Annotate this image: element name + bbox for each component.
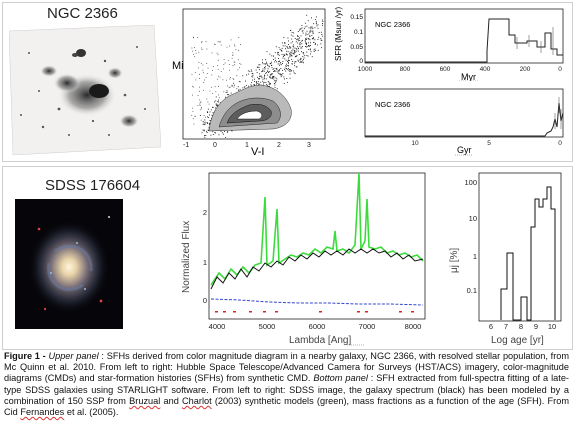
hist-xtick: 7: [504, 322, 508, 331]
cmd-xtick: 1: [245, 142, 249, 149]
spectrum-ytick: 2: [203, 208, 207, 217]
mass-fraction-histogram: μj [%] 100 10 1 0.1 6 7 8 9 10 Log age […: [449, 172, 562, 346]
spectrum-xtick: 4000: [209, 322, 226, 331]
hist-ytick: 0.1: [467, 286, 477, 295]
caption-figure-label: Figure 1 -: [4, 351, 49, 361]
sfh-old-xtick: 10: [411, 140, 419, 147]
hist-xtick: 9: [534, 322, 538, 331]
sfh-old-xtick: 5: [487, 140, 491, 147]
caption-ref-bruzual: Bruzual: [129, 395, 161, 406]
ngc2366-title: NGC 2366: [47, 5, 118, 22]
spectrum-xtick: 7000: [359, 322, 376, 331]
sfh-recent-plot: NGC 2366 SFR (Msun /yr) 0.15 0.1 0.05 0 …: [334, 6, 564, 81]
sfh-recent-xtick: 1000: [358, 66, 373, 73]
caption-text: et al. (2005).: [64, 407, 119, 418]
hist-xtick: 8: [519, 322, 523, 331]
sfh-old-inner-label: NGC 2366: [375, 100, 410, 109]
model-spectrum-green: [210, 172, 424, 286]
spectrum-plot: Normalized Flux 2 1 0 4000 5000 6000 700…: [181, 172, 426, 346]
spectrum-xtick: 6000: [309, 322, 326, 331]
figure-caption: Figure 1 - Upper panel : SFHs derived fr…: [4, 351, 569, 418]
sfh-ytick: 0.15: [350, 14, 363, 21]
hist-steps: [500, 186, 556, 321]
caption-ref-fernandes: Fernandes: [20, 407, 65, 418]
observed-spectrum-black: [210, 248, 424, 290]
spectrum-xtick: 8000: [405, 322, 422, 331]
spectrum-ytick: 0: [203, 296, 207, 305]
sdss-galaxy-image: [15, 199, 123, 329]
caption-ref-charlot: Charlot: [182, 395, 212, 406]
cmd-xtick: 3: [307, 142, 311, 149]
lower-figure-panel: SDSS 176604 Normalized Flux 2: [2, 166, 573, 350]
sfh-old-xtick: 0: [558, 140, 562, 147]
cmd-x-label: V-I: [251, 146, 264, 157]
caption-text: (2003) synthetic models (green), mass fr…: [4, 395, 569, 418]
hist-y-label: μj [%]: [449, 248, 460, 273]
sfh-recent-xtick: 0: [558, 66, 562, 73]
sfh-recent-inner-label: NGC 2366: [375, 20, 410, 29]
hist-xtick: 6: [489, 322, 493, 331]
sdss-title: SDSS 176604: [45, 177, 141, 194]
sfh-ytick: 0.05: [350, 44, 363, 51]
residual-line: [210, 298, 424, 306]
sfh-recent-xtick: 800: [400, 66, 411, 73]
color-magnitude-diagram: Mi V-I -1 0 1 2 3: [172, 8, 326, 157]
caption-text: : SFHs derived from color magnitude diag…: [4, 351, 570, 384]
caption-bottom-panel-tag: Bottom panel: [313, 373, 368, 384]
cmd-xtick: 0: [213, 142, 217, 149]
sfh-old-plot: NGC 2366 10 5 0 Gyr: [364, 88, 564, 156]
spectrum-ytick: 1: [203, 258, 207, 267]
upper-figure-panel: NGC 2366 Mi: [2, 2, 573, 162]
caption-text: and: [160, 395, 183, 406]
cmd-xtick: -1: [183, 142, 189, 149]
sfh-old-x-label: Gyr: [457, 145, 472, 155]
cmd-xtick: 2: [277, 142, 281, 149]
masked-points: [215, 311, 414, 313]
spectrum-x-label: Lambda [Ang]: [289, 335, 351, 346]
sfh-y-label: SFR (Msun /yr): [334, 6, 343, 61]
spectrum-xtick: 5000: [259, 322, 276, 331]
hist-ytick: 100: [464, 178, 477, 187]
ngc2366-hst-image: [9, 25, 161, 155]
sfh-ytick: 0.1: [354, 29, 363, 36]
hist-x-label: Log age [yr]: [491, 335, 544, 346]
sfh-recent-x-label: Myr: [461, 72, 476, 81]
hist-xtick: 10: [548, 322, 556, 331]
sfh-recent-xtick: 200: [520, 66, 531, 73]
hist-ytick: 1: [473, 252, 477, 261]
spectrum-y-label: Normalized Flux: [181, 221, 192, 293]
caption-text: : SFH extracted from full-spectra fittin…: [4, 373, 569, 406]
sfh-recent-xtick: 600: [440, 66, 451, 73]
hist-ytick: 10: [469, 214, 477, 223]
sfh-ytick: 0: [359, 58, 363, 65]
cmd-y-label: Mi: [172, 60, 184, 72]
caption-upper-panel-tag: Upper panel: [48, 351, 99, 361]
sfh-recent-xtick: 400: [480, 66, 491, 73]
